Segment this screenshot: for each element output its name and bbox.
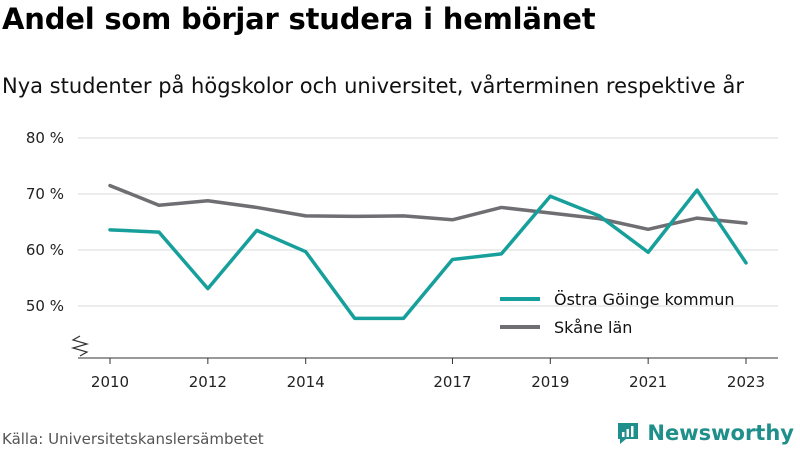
x-tick-label: 2014: [287, 373, 325, 391]
brand-name: Newsworthy: [647, 421, 794, 445]
y-tick-label: 80 %: [26, 129, 64, 147]
series-line: [108, 183, 748, 232]
chart-subtitle: Nya studenter på högskolor och universit…: [2, 74, 744, 98]
legend-label: Östra Göinge kommun: [554, 290, 734, 309]
x-tick-label: 2017: [433, 373, 471, 391]
y-tick-label: 70 %: [26, 185, 64, 203]
x-axis: 2010 2012 2014 2017 2019 2021 2023: [70, 335, 778, 391]
series-lines: [108, 183, 748, 321]
series-line: [108, 188, 748, 321]
x-tick-label: 2010: [91, 373, 129, 391]
x-tick-label: 2023: [727, 373, 765, 391]
legend-label: Skåne län: [554, 318, 632, 337]
y-tick-label: 60 %: [26, 241, 64, 259]
x-tick-label: 2019: [531, 373, 569, 391]
legend: Östra Göinge kommun Skåne län: [500, 290, 734, 337]
gridlines: [78, 137, 778, 307]
source-note: Källa: Universitetskanslersämbetet: [2, 430, 264, 448]
chart-title: Andel som börjar studera i hemlänet: [2, 2, 596, 36]
y-axis-ticks: 50 % 60 % 70 % 80 %: [26, 129, 64, 315]
axis-break-icon: [70, 335, 90, 357]
x-tick-label: 2012: [189, 373, 227, 391]
y-tick-label: 50 %: [26, 297, 64, 315]
x-tick-label: 2021: [629, 373, 667, 391]
bar-chart-logo-icon: [618, 423, 639, 444]
newsworthy-logo: Newsworthy: [615, 420, 794, 446]
